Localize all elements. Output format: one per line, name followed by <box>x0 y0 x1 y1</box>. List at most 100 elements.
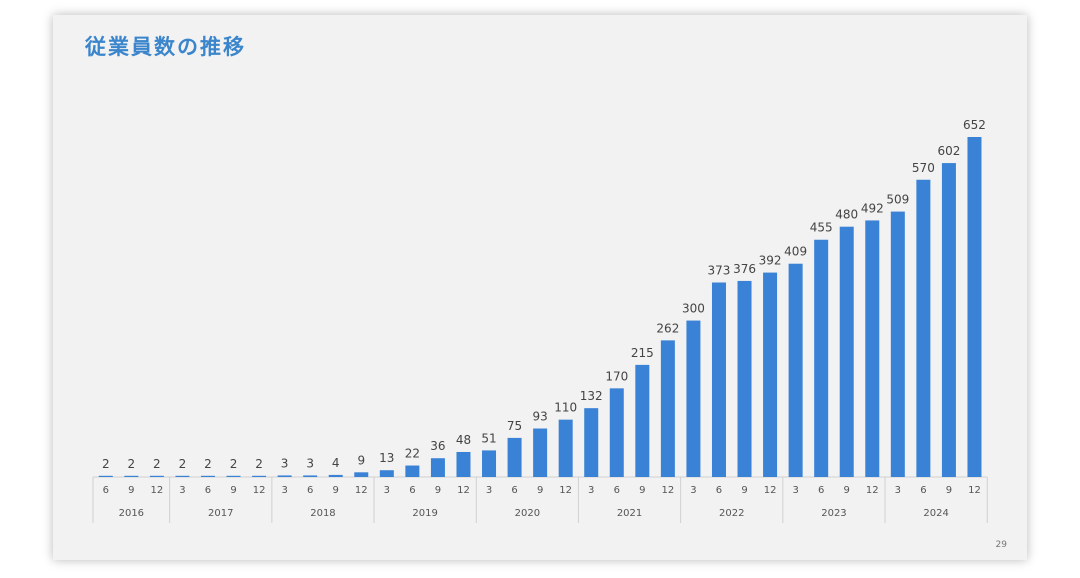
bar <box>482 450 497 477</box>
employee-count-chart: 2629212232629212333649912133226369481251… <box>92 118 988 523</box>
bar <box>635 364 650 477</box>
bar <box>890 211 905 477</box>
x-tick-label: 6 <box>307 485 313 496</box>
x-year-label: 2019 <box>412 508 437 519</box>
bar <box>379 470 394 477</box>
bar <box>175 475 190 477</box>
bar <box>967 137 982 477</box>
x-tick-label: 3 <box>895 485 901 496</box>
bar <box>98 475 113 477</box>
x-year-label: 2018 <box>310 508 335 519</box>
x-tick-label: 9 <box>639 485 645 496</box>
bar <box>814 239 829 477</box>
x-tick-label: 9 <box>128 485 134 496</box>
page-number: 29 <box>995 540 1007 550</box>
x-tick-label: 3 <box>281 485 287 496</box>
bar <box>788 263 803 477</box>
x-tick-label: 3 <box>588 485 594 496</box>
x-year-label: 2023 <box>821 508 846 519</box>
x-year-label: 2022 <box>719 508 744 519</box>
bar <box>609 388 624 477</box>
bar <box>277 475 292 477</box>
bar <box>226 475 241 477</box>
page-title: 従業員数の推移 <box>85 35 246 59</box>
bar <box>558 419 573 477</box>
data-label: 132 <box>580 389 603 403</box>
x-tick-label: 9 <box>435 485 441 496</box>
bar <box>737 280 752 477</box>
data-label: 480 <box>835 208 858 222</box>
x-year-label: 2020 <box>515 508 540 519</box>
x-tick-label: 3 <box>486 485 492 496</box>
bar <box>200 475 215 477</box>
data-label: 409 <box>784 245 807 259</box>
x-tick-label: 12 <box>253 485 266 496</box>
bar <box>430 458 445 477</box>
x-tick-label: 6 <box>511 485 517 496</box>
x-tick-label: 12 <box>355 485 368 496</box>
data-label: 509 <box>886 193 909 207</box>
x-tick-label: 3 <box>179 485 185 496</box>
bar <box>916 179 931 477</box>
data-label: 2 <box>230 457 238 471</box>
data-label: 392 <box>759 254 782 268</box>
bar <box>686 320 701 477</box>
data-label: 170 <box>605 369 628 383</box>
x-tick-label: 6 <box>818 485 824 496</box>
x-tick-label: 9 <box>537 485 543 496</box>
x-year-label: 2016 <box>119 508 144 519</box>
data-label: 3 <box>281 456 289 470</box>
x-tick-label: 6 <box>920 485 926 496</box>
x-tick-label: 6 <box>409 485 415 496</box>
x-year-label: 2017 <box>208 508 233 519</box>
data-label: 2 <box>128 457 136 471</box>
x-tick-label: 9 <box>741 485 747 496</box>
data-label: 2 <box>153 457 161 471</box>
bar <box>763 272 778 477</box>
x-tick-label: 12 <box>866 485 879 496</box>
data-label: 13 <box>379 451 394 465</box>
bar <box>533 428 548 477</box>
x-tick-label: 12 <box>662 485 675 496</box>
bar <box>507 437 522 477</box>
x-tick-label: 6 <box>716 485 722 496</box>
x-tick-label: 9 <box>844 485 850 496</box>
x-tick-label: 3 <box>792 485 798 496</box>
bar <box>252 475 267 477</box>
data-label: 48 <box>456 433 471 447</box>
x-tick-label: 9 <box>333 485 339 496</box>
data-label: 9 <box>357 453 365 467</box>
x-tick-label: 12 <box>764 485 777 496</box>
data-label: 652 <box>963 118 986 132</box>
x-tick-label: 12 <box>559 485 572 496</box>
data-label: 492 <box>861 201 884 215</box>
data-label: 75 <box>507 419 522 433</box>
data-label: 36 <box>430 439 445 453</box>
data-label: 300 <box>682 302 705 316</box>
slide: 従業員数の推移 2 6 2 9 2 12 2 3 2 6 2 9 2 12 3 3 3 6 4 9 9 12 13 3 22 6 3… <box>53 15 1027 560</box>
bar <box>584 408 599 477</box>
x-tick-label: 12 <box>968 485 981 496</box>
bar <box>124 475 139 477</box>
bar <box>456 451 471 477</box>
bar <box>405 465 420 477</box>
data-label: 2 <box>255 457 263 471</box>
x-tick-label: 3 <box>384 485 390 496</box>
data-label: 93 <box>532 410 547 424</box>
x-tick-label: 12 <box>457 485 470 496</box>
data-label: 602 <box>937 144 960 158</box>
data-label: 2 <box>204 457 212 471</box>
bar <box>941 163 956 478</box>
x-tick-label: 6 <box>614 485 620 496</box>
bar <box>303 475 318 477</box>
data-label: 2 <box>179 457 187 471</box>
data-label: 376 <box>733 262 756 276</box>
bar <box>149 475 164 477</box>
data-label: 570 <box>912 161 935 175</box>
data-label: 4 <box>332 456 340 470</box>
bar <box>660 340 675 477</box>
bar <box>865 220 880 477</box>
x-tick-label: 6 <box>205 485 211 496</box>
data-label: 22 <box>405 447 420 461</box>
x-year-label: 2024 <box>923 508 948 519</box>
